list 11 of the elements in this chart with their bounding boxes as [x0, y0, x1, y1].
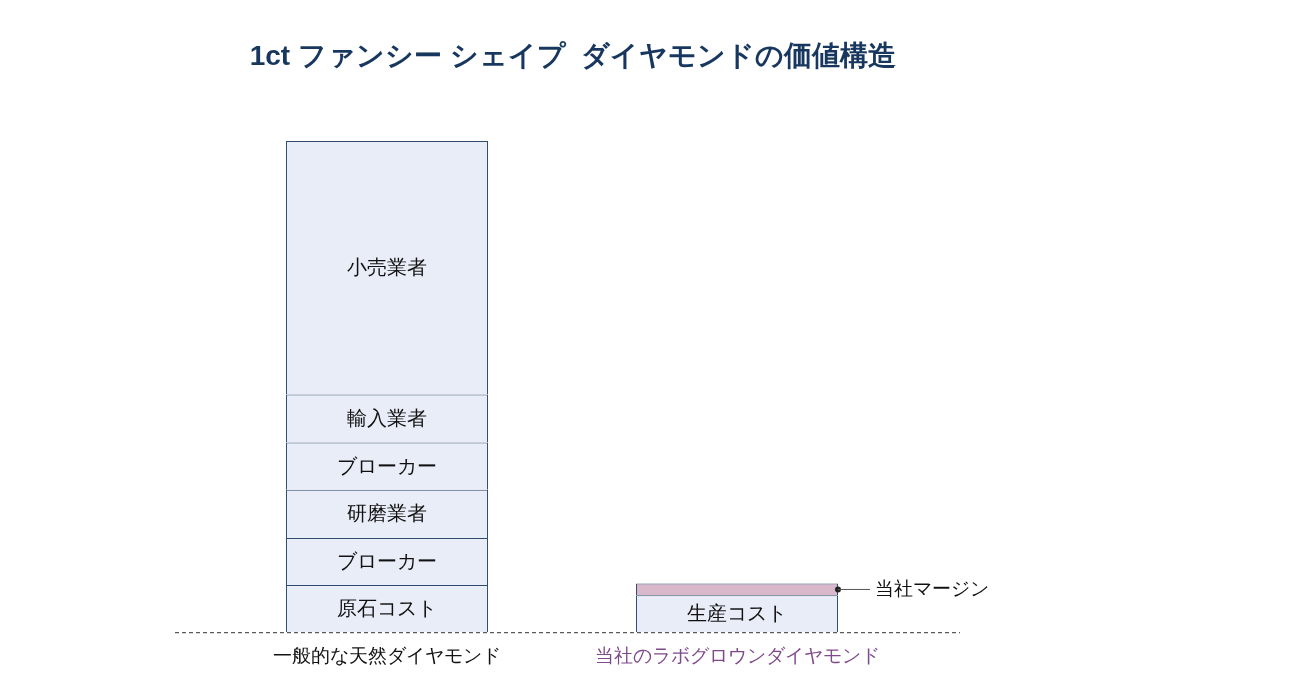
series-label: 輸入業者	[347, 407, 427, 430]
series-label: 生産コスト	[687, 602, 787, 625]
series-label: ブローカー	[337, 549, 437, 572]
x-tick-label: 当社のラボグロウンダイヤモンド	[594, 644, 880, 666]
series-label: ブローカー	[337, 454, 437, 477]
series-label: 研磨業者	[347, 502, 427, 525]
series-label: 当社マージン	[874, 577, 989, 599]
series-label: 小売業者	[347, 256, 427, 279]
chart-title: 1ct ファンシー シェイプ ダイヤモンドの価値構造	[249, 39, 897, 71]
x-tick-label: 一般的な天然ダイヤモンド	[273, 644, 501, 666]
series-label: 原石コスト	[337, 597, 437, 620]
